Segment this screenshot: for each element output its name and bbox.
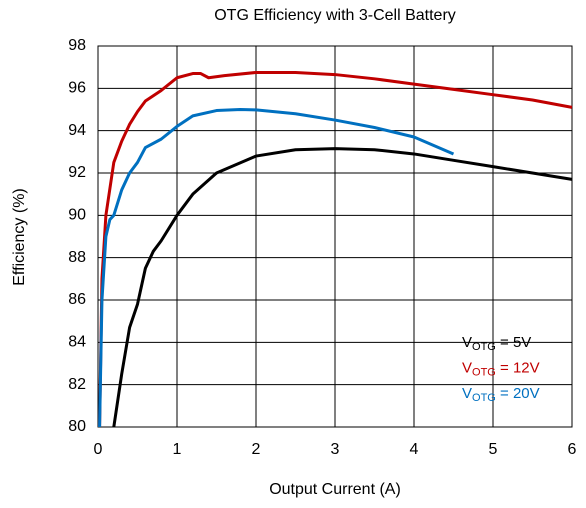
legend-entry: VOTG = 20V <box>462 385 540 404</box>
y-tick-label: 96 <box>68 80 86 97</box>
series-line <box>98 70 573 428</box>
legend-base: V <box>462 359 472 376</box>
x-tick-label: 2 <box>252 441 261 458</box>
y-tick-label: 92 <box>68 164 86 181</box>
chart-title: OTG Efficiency with 3-Cell Battery <box>214 7 456 24</box>
y-axis-label: Efficiency (%) <box>11 188 28 286</box>
x-axis-label: Output Current (A) <box>269 481 401 498</box>
y-tick-label: 88 <box>68 249 86 266</box>
legend-entry: VOTG = 5V <box>462 334 531 353</box>
legend-sub: OTG <box>472 366 496 378</box>
x-tick-label: 5 <box>489 441 498 458</box>
x-tick-label: 1 <box>173 441 182 458</box>
x-tick-label: 0 <box>94 441 103 458</box>
x-tick-label: 3 <box>331 441 340 458</box>
y-tick-label: 94 <box>68 122 86 139</box>
plot-frame <box>97 45 573 428</box>
y-tick-label: 80 <box>68 418 86 435</box>
x-tick-label: 6 <box>568 441 577 458</box>
legend-sub: OTG <box>472 392 496 404</box>
y-tick-label: 86 <box>68 291 86 308</box>
legend-text: = 20V <box>496 385 540 402</box>
legend-base: V <box>462 385 472 402</box>
legend-base: V <box>462 334 472 351</box>
legend-entry: VOTG = 12V <box>462 359 540 378</box>
x-tick-label: 4 <box>410 441 419 458</box>
y-tick-label: 84 <box>68 334 86 351</box>
legend-text: = 5V <box>496 334 531 351</box>
series-line <box>98 108 455 428</box>
legend-text: = 12V <box>496 359 540 376</box>
y-tick-label: 82 <box>68 376 86 393</box>
y-tick-label: 98 <box>68 37 86 54</box>
y-tick-label: 90 <box>68 207 86 224</box>
series-line <box>112 147 573 428</box>
legend-sub: OTG <box>472 341 496 353</box>
